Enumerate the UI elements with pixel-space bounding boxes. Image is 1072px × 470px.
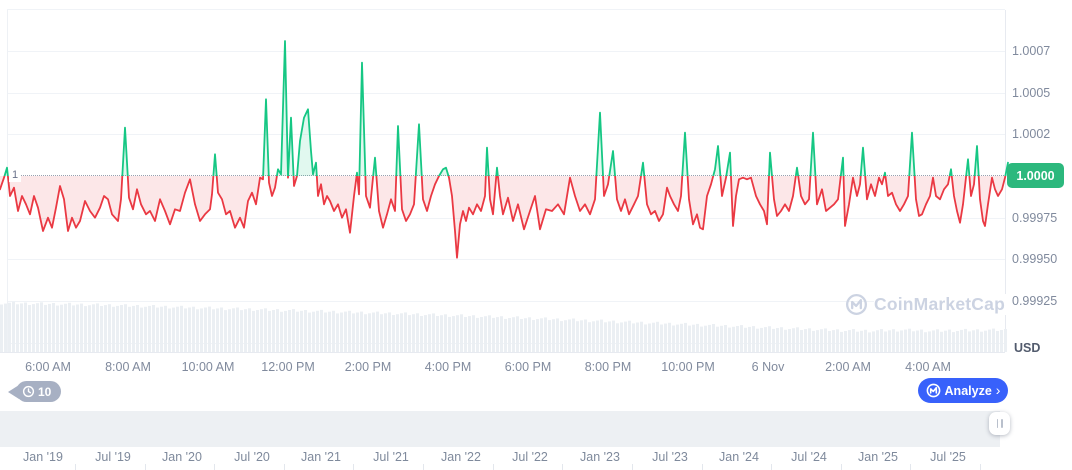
x-axis-tick-label: 6:00 AM (25, 360, 71, 374)
clock-icon (22, 385, 35, 398)
navigator-range-label: Jan '24 (719, 450, 759, 464)
navigator-range-label: Jul '22 (512, 450, 548, 464)
baseline-dotted-line (7, 175, 1006, 176)
y-gridline (7, 301, 1005, 302)
y-axis-line-left (7, 10, 8, 352)
x-axis-tick-label: 10:00 AM (181, 360, 235, 374)
navigator-tick-mark (702, 464, 703, 470)
navigator-tick-mark (562, 464, 563, 470)
navigator-range-label: Jan '20 (162, 450, 202, 464)
navigator-tick-mark (910, 464, 911, 470)
grip-bar-icon (1001, 419, 1003, 428)
navigator-tick-mark (980, 464, 981, 470)
history-count: 10 (38, 384, 52, 399)
navigator-tick-mark (75, 464, 76, 470)
watermark-text: CoinMarketCap (874, 293, 1007, 315)
current-price-badge: 1.0000 (1007, 163, 1064, 188)
x-axis-tick-label: 2:00 PM (344, 360, 392, 374)
navigator-range-label: Jul '25 (930, 450, 966, 464)
y-axis-tick-label: 0.99975 (1012, 211, 1058, 225)
coinmarketcap-watermark: CoinMarketCap (845, 291, 1007, 317)
navigator-range-label: Jan '19 (23, 450, 63, 464)
navigator-range-label: Jul '24 (791, 450, 827, 464)
navigator-tick-mark (284, 464, 285, 470)
navigator-range-label: Jul '20 (234, 450, 270, 464)
x-axis-tick-label: 6 Nov (751, 360, 785, 374)
navigator-range-label: Jan '22 (441, 450, 481, 464)
y-axis-unit-label: USD (1014, 341, 1041, 355)
grip-bar-icon (996, 419, 998, 428)
navigator-range-label: Jan '25 (858, 450, 898, 464)
y-gridline (7, 93, 1005, 94)
navigator-range-label: Jan '21 (301, 450, 341, 464)
coinmarketcap-logo-icon (845, 293, 868, 316)
y-axis-tick-label: 0.99950 (1012, 252, 1058, 266)
y-gridline (7, 259, 1005, 260)
navigator-tick-mark (145, 464, 146, 470)
y-axis-tick-label: 1.0002 (1012, 127, 1051, 141)
x-axis-tick-label: 8:00 AM (105, 360, 151, 374)
navigator-tick-mark (632, 464, 633, 470)
navigator-tick-mark (841, 464, 842, 470)
navigator-range-label: Jul '23 (652, 450, 688, 464)
navigator-tick-mark (214, 464, 215, 470)
navigator-tick-mark (771, 464, 772, 470)
analyze-button[interactable]: Analyze › (918, 378, 1008, 403)
navigator-tick-mark (493, 464, 494, 470)
chevron-right-icon: › (995, 381, 1001, 398)
x-axis-tick-label: 10:00 PM (661, 360, 715, 374)
y-axis-tick-label: 0.99925 (1012, 294, 1058, 308)
navigator-range-label: Jul '21 (373, 450, 409, 464)
y-axis-line-right (1005, 10, 1006, 352)
analyze-label: Analyze (944, 383, 992, 398)
x-axis-line (0, 352, 1005, 353)
x-axis-tick-label: 6:00 PM (504, 360, 552, 374)
navigator-tick-mark (423, 464, 424, 470)
navigator-tick-mark (353, 464, 354, 470)
y-axis-tick-label: 1.0007 (1012, 44, 1051, 58)
x-axis-tick-label: 12:00 PM (261, 360, 315, 374)
y-gridline (7, 134, 1005, 135)
navigator-range-label: Jan '23 (580, 450, 620, 464)
navigator-range-label: Jul '19 (95, 450, 131, 464)
x-axis-tick-label: 4:00 AM (905, 360, 951, 374)
y-axis-tick-label: 1.0005 (1012, 86, 1051, 100)
x-axis-tick-label: 4:00 PM (424, 360, 472, 374)
range-navigator[interactable] (0, 411, 1000, 447)
navigator-handle[interactable] (989, 412, 1010, 435)
baseline-label: 1 (9, 168, 22, 182)
y-gridline (7, 51, 1005, 52)
x-axis-tick-label: 8:00 PM (584, 360, 632, 374)
coinmarketcap-bubble-icon (926, 383, 941, 398)
history-badge[interactable]: 10 (16, 381, 62, 402)
y-gridline (7, 9, 1005, 10)
y-gridline (7, 218, 1005, 219)
x-axis-tick-label: 2:00 AM (825, 360, 871, 374)
